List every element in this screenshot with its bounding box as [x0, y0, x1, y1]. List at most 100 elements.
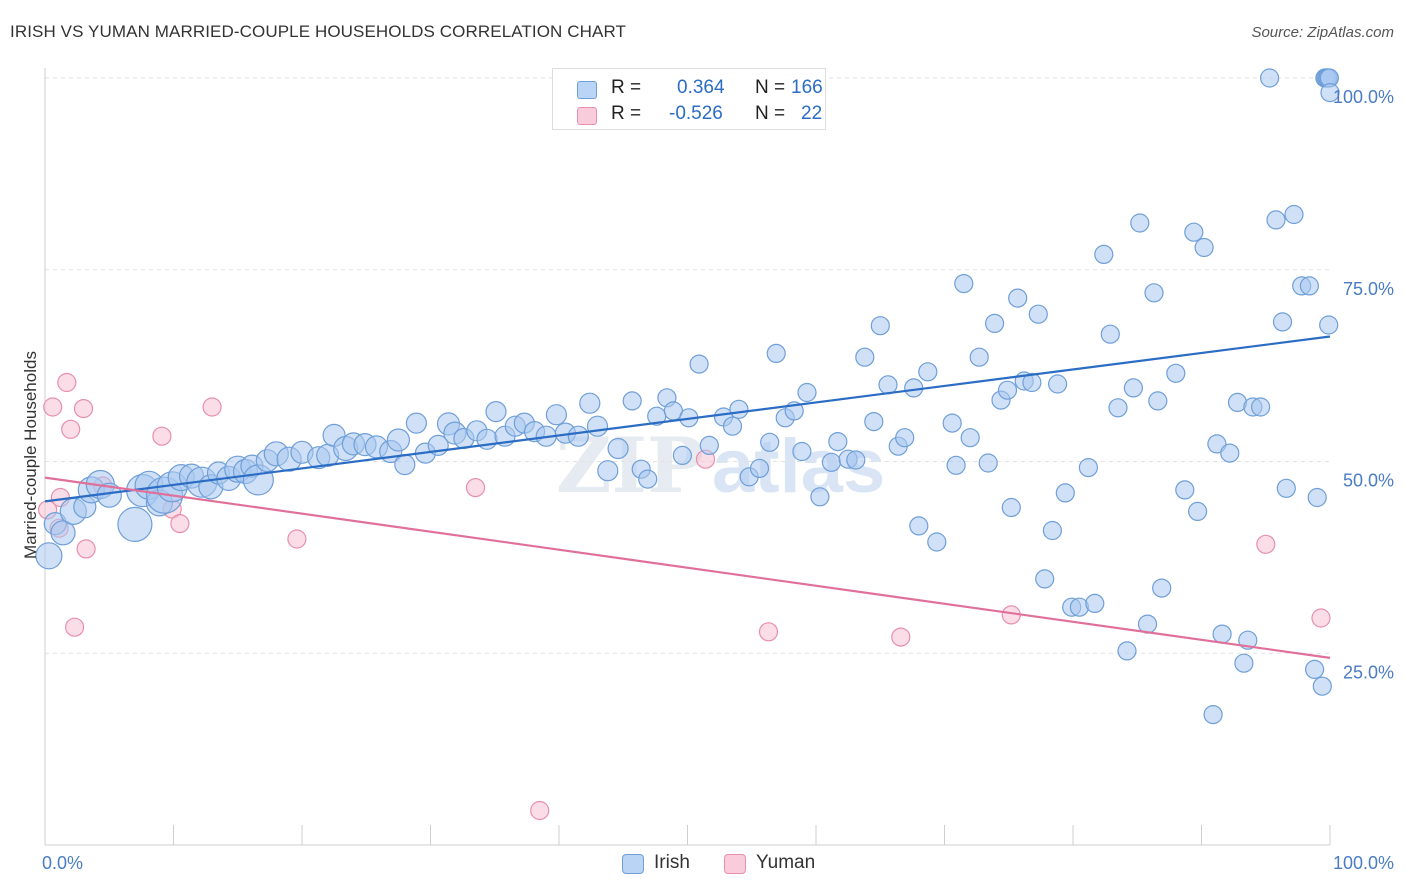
yuman-point-14 [287, 529, 307, 549]
irish-point-131 [1194, 237, 1214, 258]
irish-point-110 [1042, 520, 1063, 541]
yuman-point-10 [152, 426, 172, 446]
irish-point-46 [485, 401, 507, 423]
irish-point-143 [1272, 312, 1293, 332]
irish-point-126 [1152, 578, 1172, 598]
irish-point-103 [997, 380, 1018, 400]
stats-legend: R = 0.364 N = 166 R = -0.526 N = 22 [552, 68, 826, 130]
yuman-point-22 [1311, 608, 1331, 628]
irish-point-145 [1284, 204, 1304, 225]
irish-point-81 [821, 452, 842, 472]
yuman-point-6 [64, 617, 85, 637]
irish-point-108 [1028, 304, 1048, 324]
irish-point-91 [904, 378, 924, 398]
irish-point-70 [722, 416, 743, 436]
irish-point-100 [978, 453, 998, 473]
irish-point-2 [50, 520, 76, 546]
irish-point-101 [984, 313, 1005, 333]
irish-point-58 [607, 437, 629, 460]
irish-point-86 [864, 412, 884, 432]
irish-point-97 [954, 274, 974, 294]
irish-point-67 [689, 354, 709, 374]
irish-point-74 [760, 432, 780, 452]
irish-point-68 [699, 435, 719, 455]
axes [44, 68, 1331, 846]
irish-point-142 [1266, 210, 1286, 230]
irish-point-82 [828, 432, 848, 452]
y-tick-label-1: 50.0% [1343, 471, 1394, 491]
yuman-point-7 [73, 399, 94, 419]
irish-point-99 [969, 347, 989, 367]
yuman-point-15 [465, 478, 486, 498]
irish-point-80 [810, 487, 830, 507]
irish-point-148 [1304, 659, 1325, 680]
irish-point-116 [1085, 593, 1105, 614]
trendlines [44, 335, 1331, 659]
irish-point-96 [946, 455, 966, 475]
x-tick-label-0: 0.0% [42, 853, 83, 873]
irish-point-141 [1259, 68, 1280, 88]
irish-point-88 [878, 375, 898, 395]
irish-point-65 [672, 445, 693, 465]
irish-point-135 [1220, 443, 1240, 463]
irish-point-117 [1094, 244, 1114, 264]
irish-point-94 [927, 532, 947, 552]
irish-point-90 [895, 428, 915, 448]
yuman-point-13 [202, 397, 222, 417]
irish-point-57 [597, 460, 619, 482]
yuman-point-18 [758, 622, 779, 642]
irish-point-8 [117, 506, 153, 543]
irish-point-129 [1184, 222, 1204, 242]
y-tick-label-0: 25.0% [1343, 662, 1394, 682]
irish-point-155 [1319, 315, 1339, 335]
irish-point-104 [1001, 497, 1021, 518]
irish-point-36 [386, 428, 410, 452]
irish-point-71 [729, 399, 749, 419]
irish-point-59 [622, 391, 642, 411]
irish-point-52 [545, 404, 568, 426]
irish-point-54 [567, 425, 589, 447]
irish-r-value: 0.364 [677, 77, 725, 98]
irish-point-137 [1234, 653, 1254, 673]
irish-point-115 [1078, 458, 1099, 478]
irish-legend-label: Irish [654, 852, 690, 873]
irish-point-125 [1148, 391, 1168, 411]
yuman-point-8 [76, 539, 96, 559]
y-tick-label-2: 75.0% [1343, 279, 1394, 299]
irish-point-157 [1320, 82, 1340, 103]
irish-point-84 [846, 450, 866, 470]
chart-title: IRISH VS YUMAN MARRIED-COUPLE HOUSEHOLDS… [10, 22, 627, 41]
y-tick-label-3: 100.0% [1333, 87, 1394, 107]
irish-point-37 [394, 454, 416, 476]
irish-point-133 [1207, 434, 1227, 454]
irish-point-55 [579, 392, 601, 414]
irish-point-56 [586, 415, 609, 437]
irish-point-105 [1008, 288, 1028, 308]
irish-trendline [44, 335, 1331, 503]
irish-point-95 [942, 413, 962, 433]
yuman-point-16 [530, 800, 550, 821]
irish-point-92 [909, 516, 929, 536]
irish-point-87 [870, 316, 890, 336]
irish-point-79 [797, 382, 817, 403]
yuman-n-value: 22 [801, 103, 823, 124]
irish-point-111 [1047, 374, 1068, 394]
irish-point-127 [1166, 363, 1186, 383]
irish-point-121 [1123, 378, 1144, 398]
yuman-r-value: -0.526 [669, 103, 723, 124]
yuman-point-5 [61, 419, 81, 439]
irish-point-75 [766, 343, 786, 363]
irish-point-73 [749, 458, 770, 478]
yuman-r-label: R = [611, 103, 642, 124]
irish-point-149 [1307, 487, 1327, 508]
yuman-legend-label: Yuman [756, 852, 816, 873]
irish-n-value: 166 [791, 77, 823, 98]
yuman-n-label: N = [755, 103, 786, 124]
yuman-trendline [44, 476, 1331, 659]
irish-point-132 [1203, 704, 1223, 725]
irish-point-109 [1035, 569, 1055, 589]
irish-point-0 [35, 542, 63, 570]
irish-point-85 [855, 347, 875, 367]
tick-labels: 25.0% 50.0% 75.0% 100.0% 0.0% 100.0% [42, 87, 1394, 873]
